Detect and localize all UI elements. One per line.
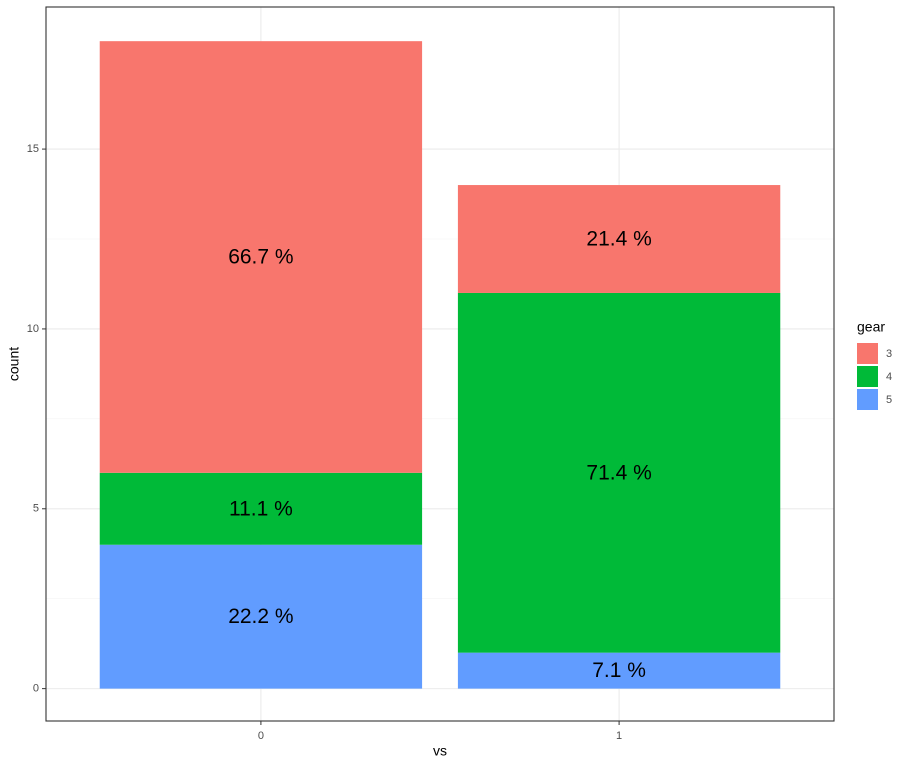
plot-border (45, 6, 835, 722)
y-tick-label: 10 (27, 323, 39, 335)
legend-key (857, 366, 878, 387)
x-tick-label: 1 (616, 730, 622, 742)
bar-segment (457, 185, 781, 293)
segment-label: 66.7 % (228, 246, 293, 269)
segment-label: 21.4 % (586, 228, 651, 251)
legend-label: 3 (886, 348, 892, 360)
legend-label: 5 (886, 394, 892, 406)
segment-label: 7.1 % (592, 659, 646, 682)
y-axis-title: count (6, 347, 22, 381)
bar-segment (457, 652, 781, 689)
bar-segment (99, 544, 423, 689)
x-axis-title: vs (433, 743, 447, 759)
legend-key (857, 389, 878, 410)
bar-segment (457, 292, 781, 653)
legend-key (857, 343, 878, 364)
segment-label: 11.1 % (229, 497, 293, 520)
y-tick-label: 15 (27, 143, 39, 155)
y-tick-label: 0 (33, 683, 39, 695)
bar-segment (99, 41, 423, 473)
legend-title: gear (857, 319, 885, 335)
segment-label: 71.4 % (586, 461, 651, 484)
bar-segment (99, 472, 423, 545)
legend-label: 4 (886, 371, 892, 383)
x-tick-label: 0 (258, 730, 264, 742)
segment-label: 22.2 % (228, 605, 293, 628)
y-tick-label: 5 (33, 503, 39, 515)
